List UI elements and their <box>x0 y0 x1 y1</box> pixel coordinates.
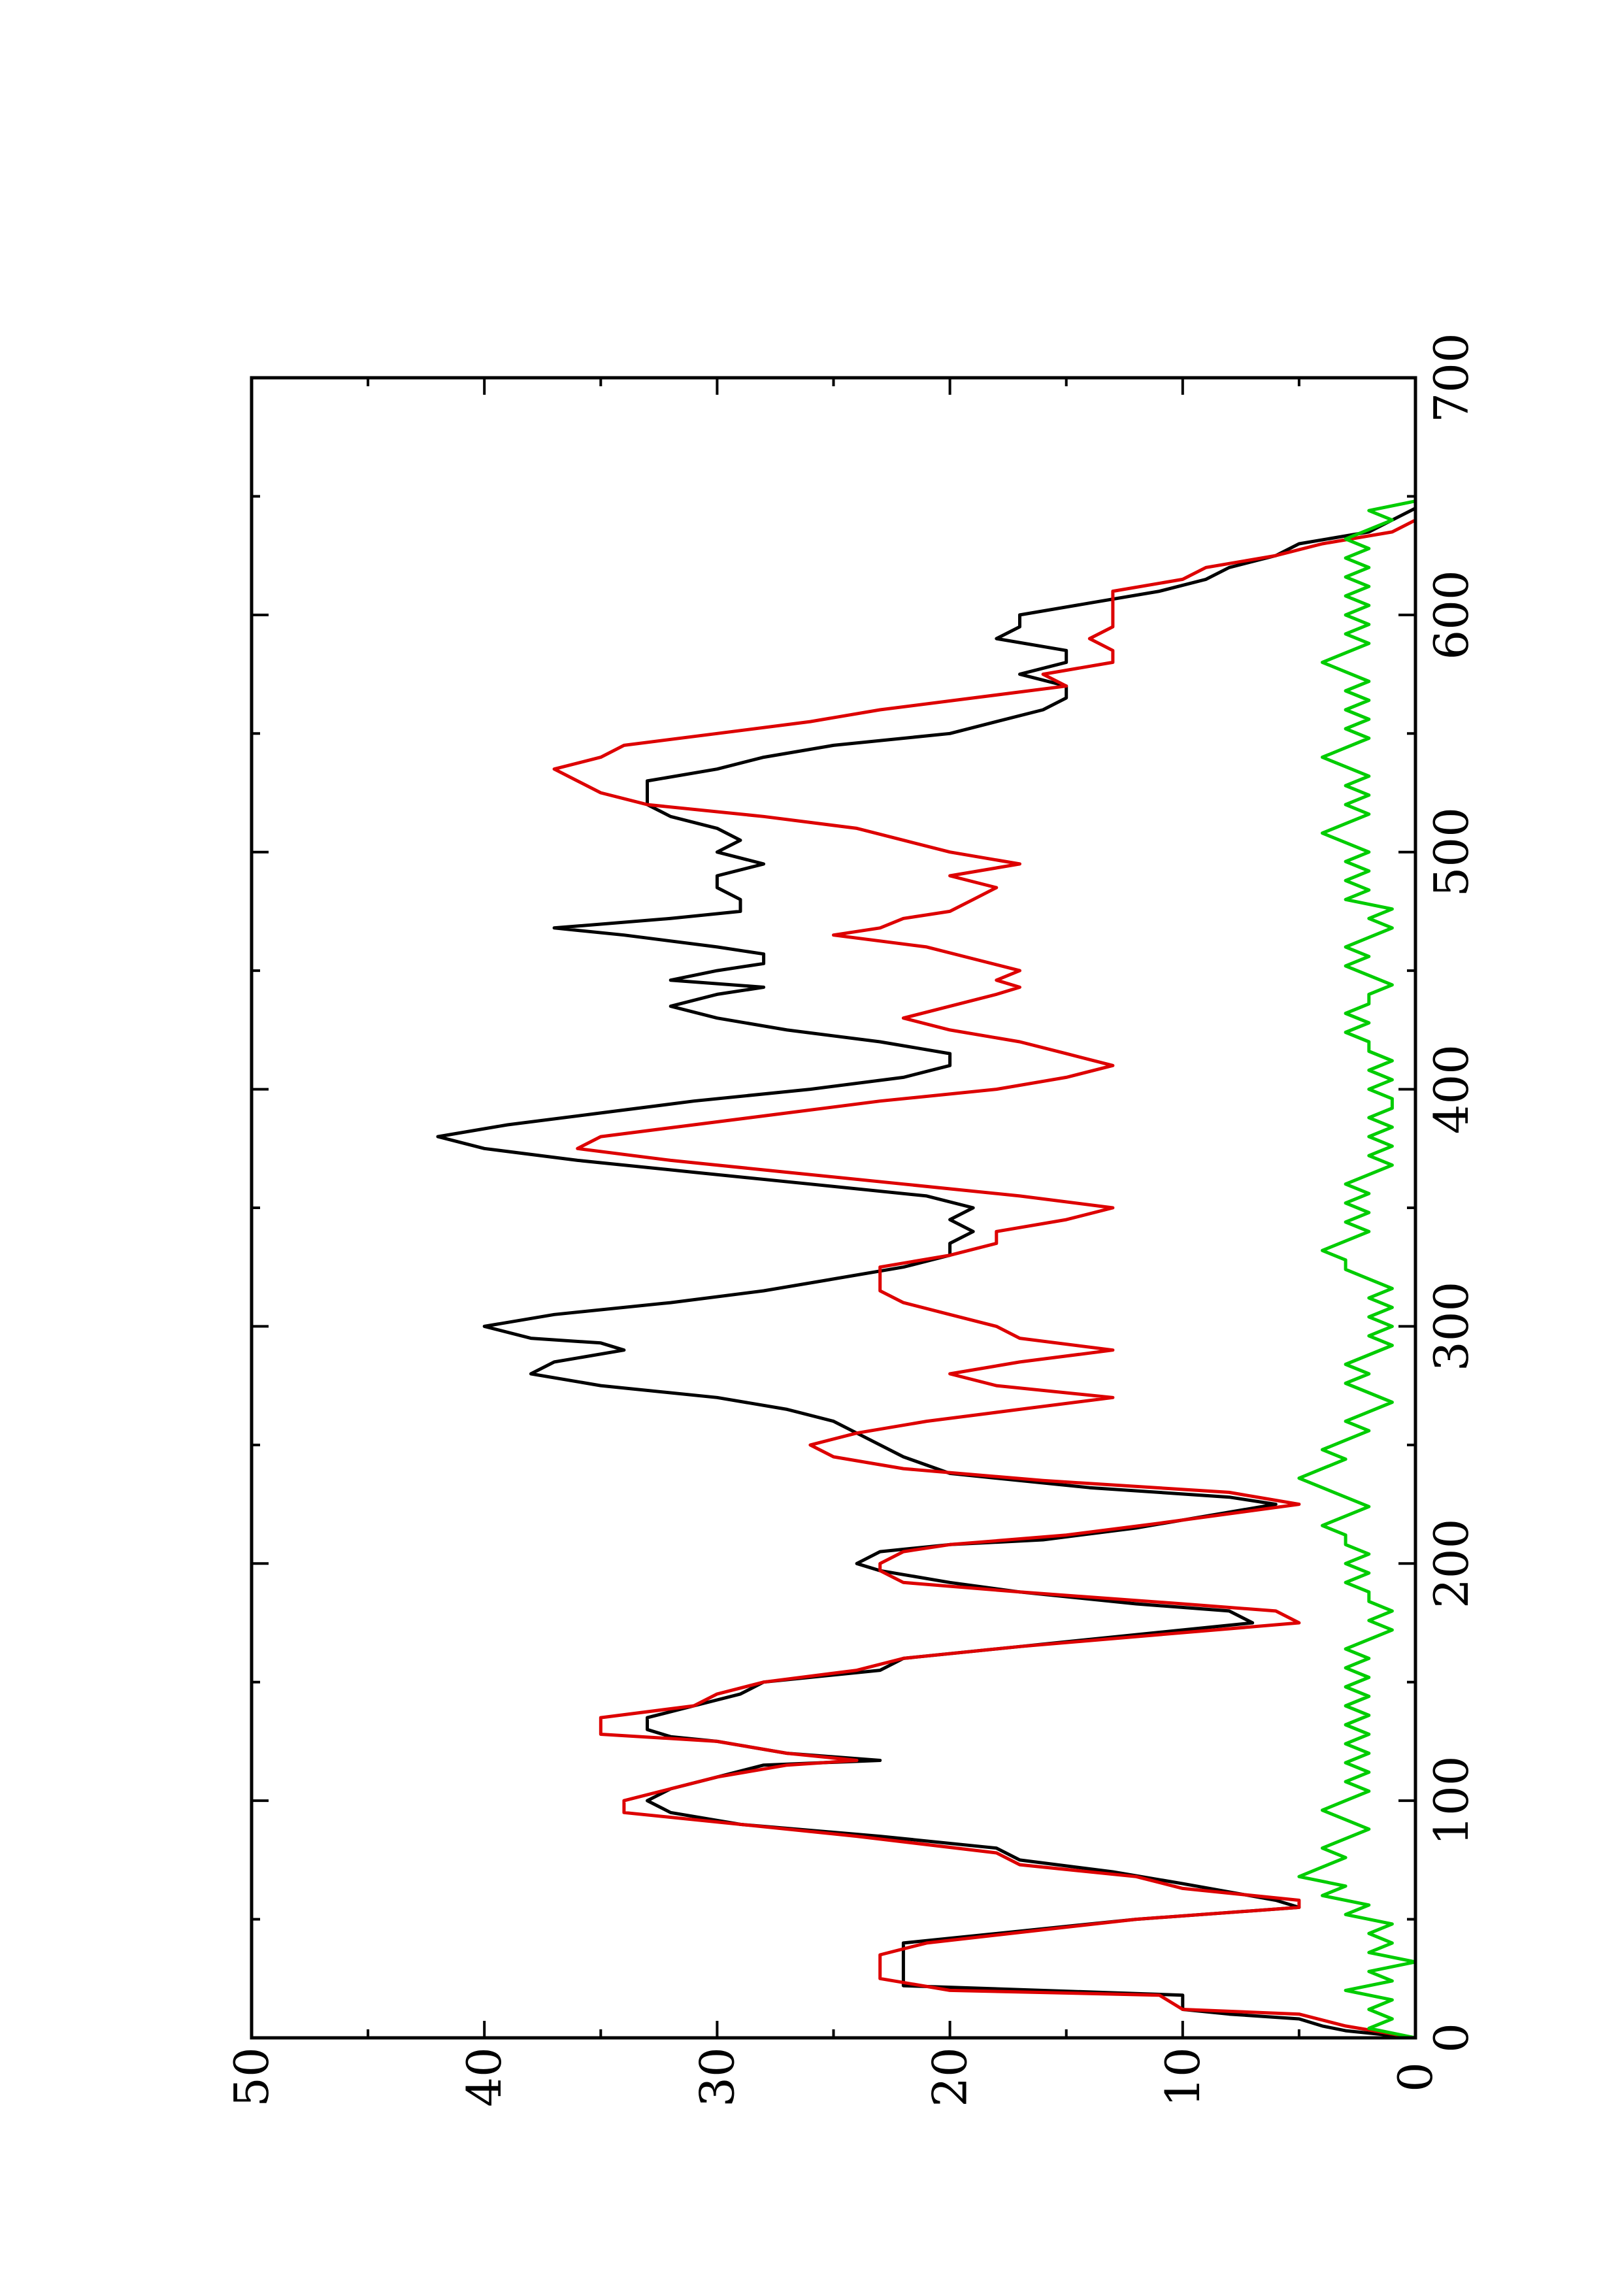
plot-frame <box>250 376 1417 2040</box>
y-tick-label: 50 <box>224 2047 279 2107</box>
x-tick-label: 100 <box>1424 1755 1479 1845</box>
series-line-1 <box>436 507 1417 2040</box>
x-tick-label: 400 <box>1424 1044 1479 1134</box>
y-tick-label: 40 <box>457 2047 512 2107</box>
x-tick-label: 600 <box>1424 570 1479 659</box>
series-layer <box>436 499 1417 2040</box>
x-tick-label: 200 <box>1424 1519 1479 1608</box>
y-tick-label: 20 <box>923 2047 978 2107</box>
series-line-2 <box>552 508 1417 2040</box>
x-tick-label: 700 <box>1424 333 1479 422</box>
x-tick-label: 500 <box>1424 807 1479 897</box>
y-tick-label: 10 <box>1155 2047 1210 2107</box>
y-tick-label: 30 <box>689 2047 744 2107</box>
x-tick-label: 300 <box>1424 1282 1479 1371</box>
series-line-3 <box>1297 499 1417 2040</box>
ticks-layer: 0 100 200 300 400 500 600 700 0 10 20 30 40 50 <box>224 333 1479 2107</box>
y-tick-label: 0 <box>1388 2062 1443 2092</box>
x-tick-label: 0 <box>1424 2023 1479 2053</box>
